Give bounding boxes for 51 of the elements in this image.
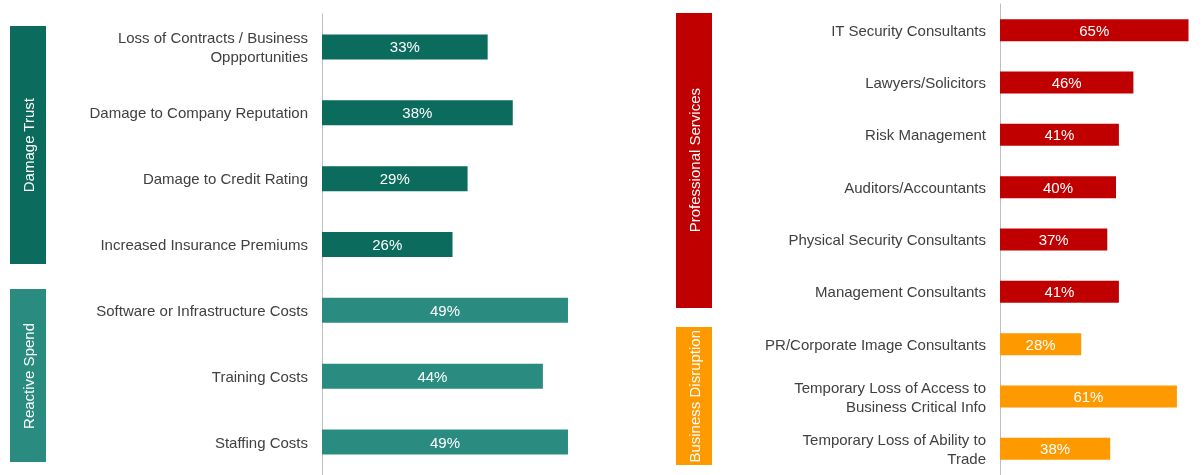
bar [1000, 176, 1116, 199]
text: Business Disruption [685, 329, 703, 463]
data-label: 46% [1051, 74, 1082, 91]
bar [1000, 228, 1108, 251]
data-label: 41% [1044, 283, 1075, 301]
y-tick-label: Temporary Loss of Access to Business Critical Info [794, 378, 986, 415]
y-tick-label: Damage to Credit Rating [142, 170, 308, 188]
data-label: 33% [389, 38, 420, 56]
bar [1000, 19, 1189, 42]
bar [1000, 123, 1119, 146]
y-tick-label: Temporary Loss of Ability to Trade [802, 430, 986, 467]
y-tick-label: Management Consultants [815, 283, 986, 301]
bar [322, 363, 543, 389]
data-label: 49% [429, 433, 461, 451]
y-tick-label: Staffing Costs [214, 433, 308, 451]
bar [1000, 280, 1119, 303]
bar [1000, 437, 1111, 460]
bar [322, 429, 568, 455]
y-tick-label: Physical Security Consultants [788, 231, 986, 248]
text: Damage Trust [19, 97, 37, 193]
data-label: 26% [372, 236, 403, 253]
data-label: 38% [1040, 440, 1071, 458]
y-tick-label: Damage to Company Reputation [89, 104, 308, 122]
data-label: 28% [1025, 335, 1056, 353]
text: Reactive Spend [19, 322, 37, 429]
y-tick-label: PR/Corporate Image Consultants [765, 335, 986, 353]
bar [322, 166, 468, 192]
y-tick-label: Loss of Contracts / Business Oppportunities [117, 28, 308, 65]
data-label: 61% [1073, 388, 1104, 405]
y-tick-label: Auditors/Accountants [844, 178, 986, 196]
data-label: 40% [1042, 178, 1074, 196]
bar [322, 100, 513, 126]
data-label: 37% [1038, 231, 1069, 248]
y-tick-label: Risk Management [865, 126, 987, 144]
data-label: 29% [379, 170, 410, 188]
text: Professional Services [685, 88, 703, 233]
bar [1000, 385, 1177, 408]
data-label: 44% [417, 367, 448, 385]
y-tick-label: Increased Insurance Premiums [100, 236, 308, 253]
bar [322, 297, 568, 323]
data-label: 65% [1079, 21, 1110, 39]
bar [322, 34, 488, 60]
y-tick-label: Training Costs [211, 367, 308, 385]
bar [1000, 71, 1134, 94]
y-tick-label: Lawyers/Solicitors [865, 74, 986, 91]
y-tick-label: IT Security Consultants [831, 21, 986, 39]
y-tick-label: Software or Infrastructure Costs [96, 301, 308, 319]
data-label: 38% [402, 104, 433, 122]
bar [322, 232, 453, 257]
data-label: 49% [429, 301, 461, 319]
data-label: 41% [1044, 126, 1075, 144]
